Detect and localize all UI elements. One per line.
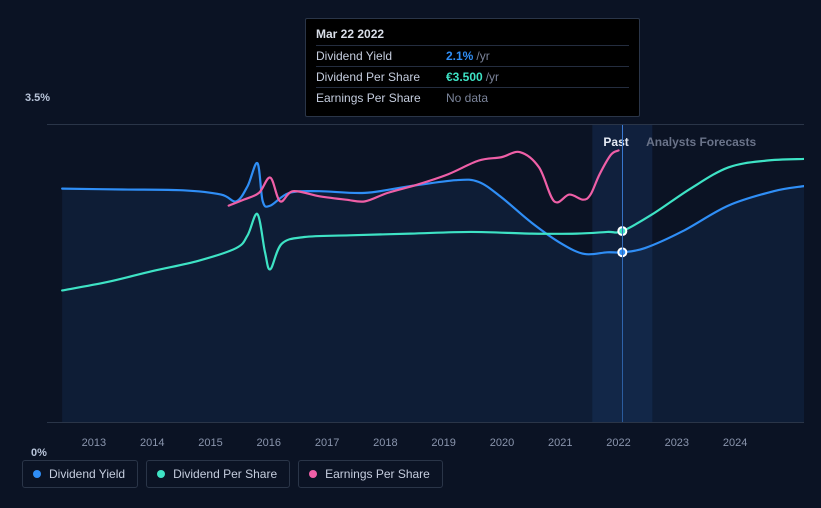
tooltip-row-label: Dividend Yield	[316, 49, 446, 63]
x-axis-tick: 2016	[257, 437, 281, 449]
series-area-dividend_yield	[62, 163, 804, 422]
tooltip-row-label: Earnings Per Share	[316, 91, 446, 105]
tooltip-row-unit: /yr	[486, 70, 499, 84]
tooltip-row-value: 2.1%	[446, 49, 473, 63]
tooltip-row: Dividend Per Share€3.500/yr	[316, 66, 629, 87]
legend-item[interactable]: Earnings Per Share	[298, 460, 443, 488]
x-axis-tick: 2023	[665, 437, 689, 449]
x-axis-tick: 2022	[606, 437, 630, 449]
chart-svg	[47, 125, 804, 422]
tooltip-row-label: Dividend Per Share	[316, 70, 446, 84]
past-label: Past	[603, 135, 628, 149]
section-labels: Past Analysts Forecasts	[603, 135, 756, 149]
tooltip-nodata: No data	[446, 91, 488, 105]
chart-container: 3.5% Past Analysts Forecasts 0% 20132014…	[17, 110, 804, 453]
legend-label: Earnings Per Share	[325, 467, 430, 481]
y-axis-min-label: 0%	[31, 447, 47, 459]
x-axis-tick: 2018	[373, 437, 397, 449]
tooltip-row-unit: /yr	[476, 49, 489, 63]
tooltip-row: Dividend Yield2.1%/yr	[316, 45, 629, 66]
x-axis-tick: 2015	[198, 437, 222, 449]
tooltip-row-value: €3.500	[446, 70, 483, 84]
x-axis-tick: 2019	[431, 437, 455, 449]
x-axis-tick: 2013	[82, 437, 106, 449]
legend-label: Dividend Yield	[49, 467, 125, 481]
x-axis-tick: 2014	[140, 437, 164, 449]
x-axis-tick: 2017	[315, 437, 339, 449]
legend-item[interactable]: Dividend Yield	[22, 460, 138, 488]
forecast-label: Analysts Forecasts	[646, 135, 756, 149]
hover-indicator-line	[622, 125, 623, 422]
tooltip-row: Earnings Per ShareNo data	[316, 87, 629, 108]
y-axis-max-label: 3.5%	[25, 92, 50, 104]
legend-label: Dividend Per Share	[173, 467, 277, 481]
plot-area[interactable]: Past Analysts Forecasts	[47, 124, 804, 423]
x-axis-tick: 2021	[548, 437, 572, 449]
legend: Dividend Yield Dividend Per Share Earnings…	[22, 460, 443, 488]
tooltip-date: Mar 22 2022	[316, 25, 629, 45]
legend-item[interactable]: Dividend Per Share	[146, 460, 290, 488]
legend-swatch	[157, 470, 165, 478]
legend-swatch	[33, 470, 41, 478]
x-axis-tick: 2024	[723, 437, 747, 449]
x-axis-labels: 2013 2014 2015 2016 2017 2018 2019 2020 2021 2022…	[47, 433, 804, 453]
legend-swatch	[309, 470, 317, 478]
hover-tooltip: Mar 22 2022 Dividend Yield2.1%/yrDividen…	[305, 18, 640, 117]
x-axis-tick: 2020	[490, 437, 514, 449]
